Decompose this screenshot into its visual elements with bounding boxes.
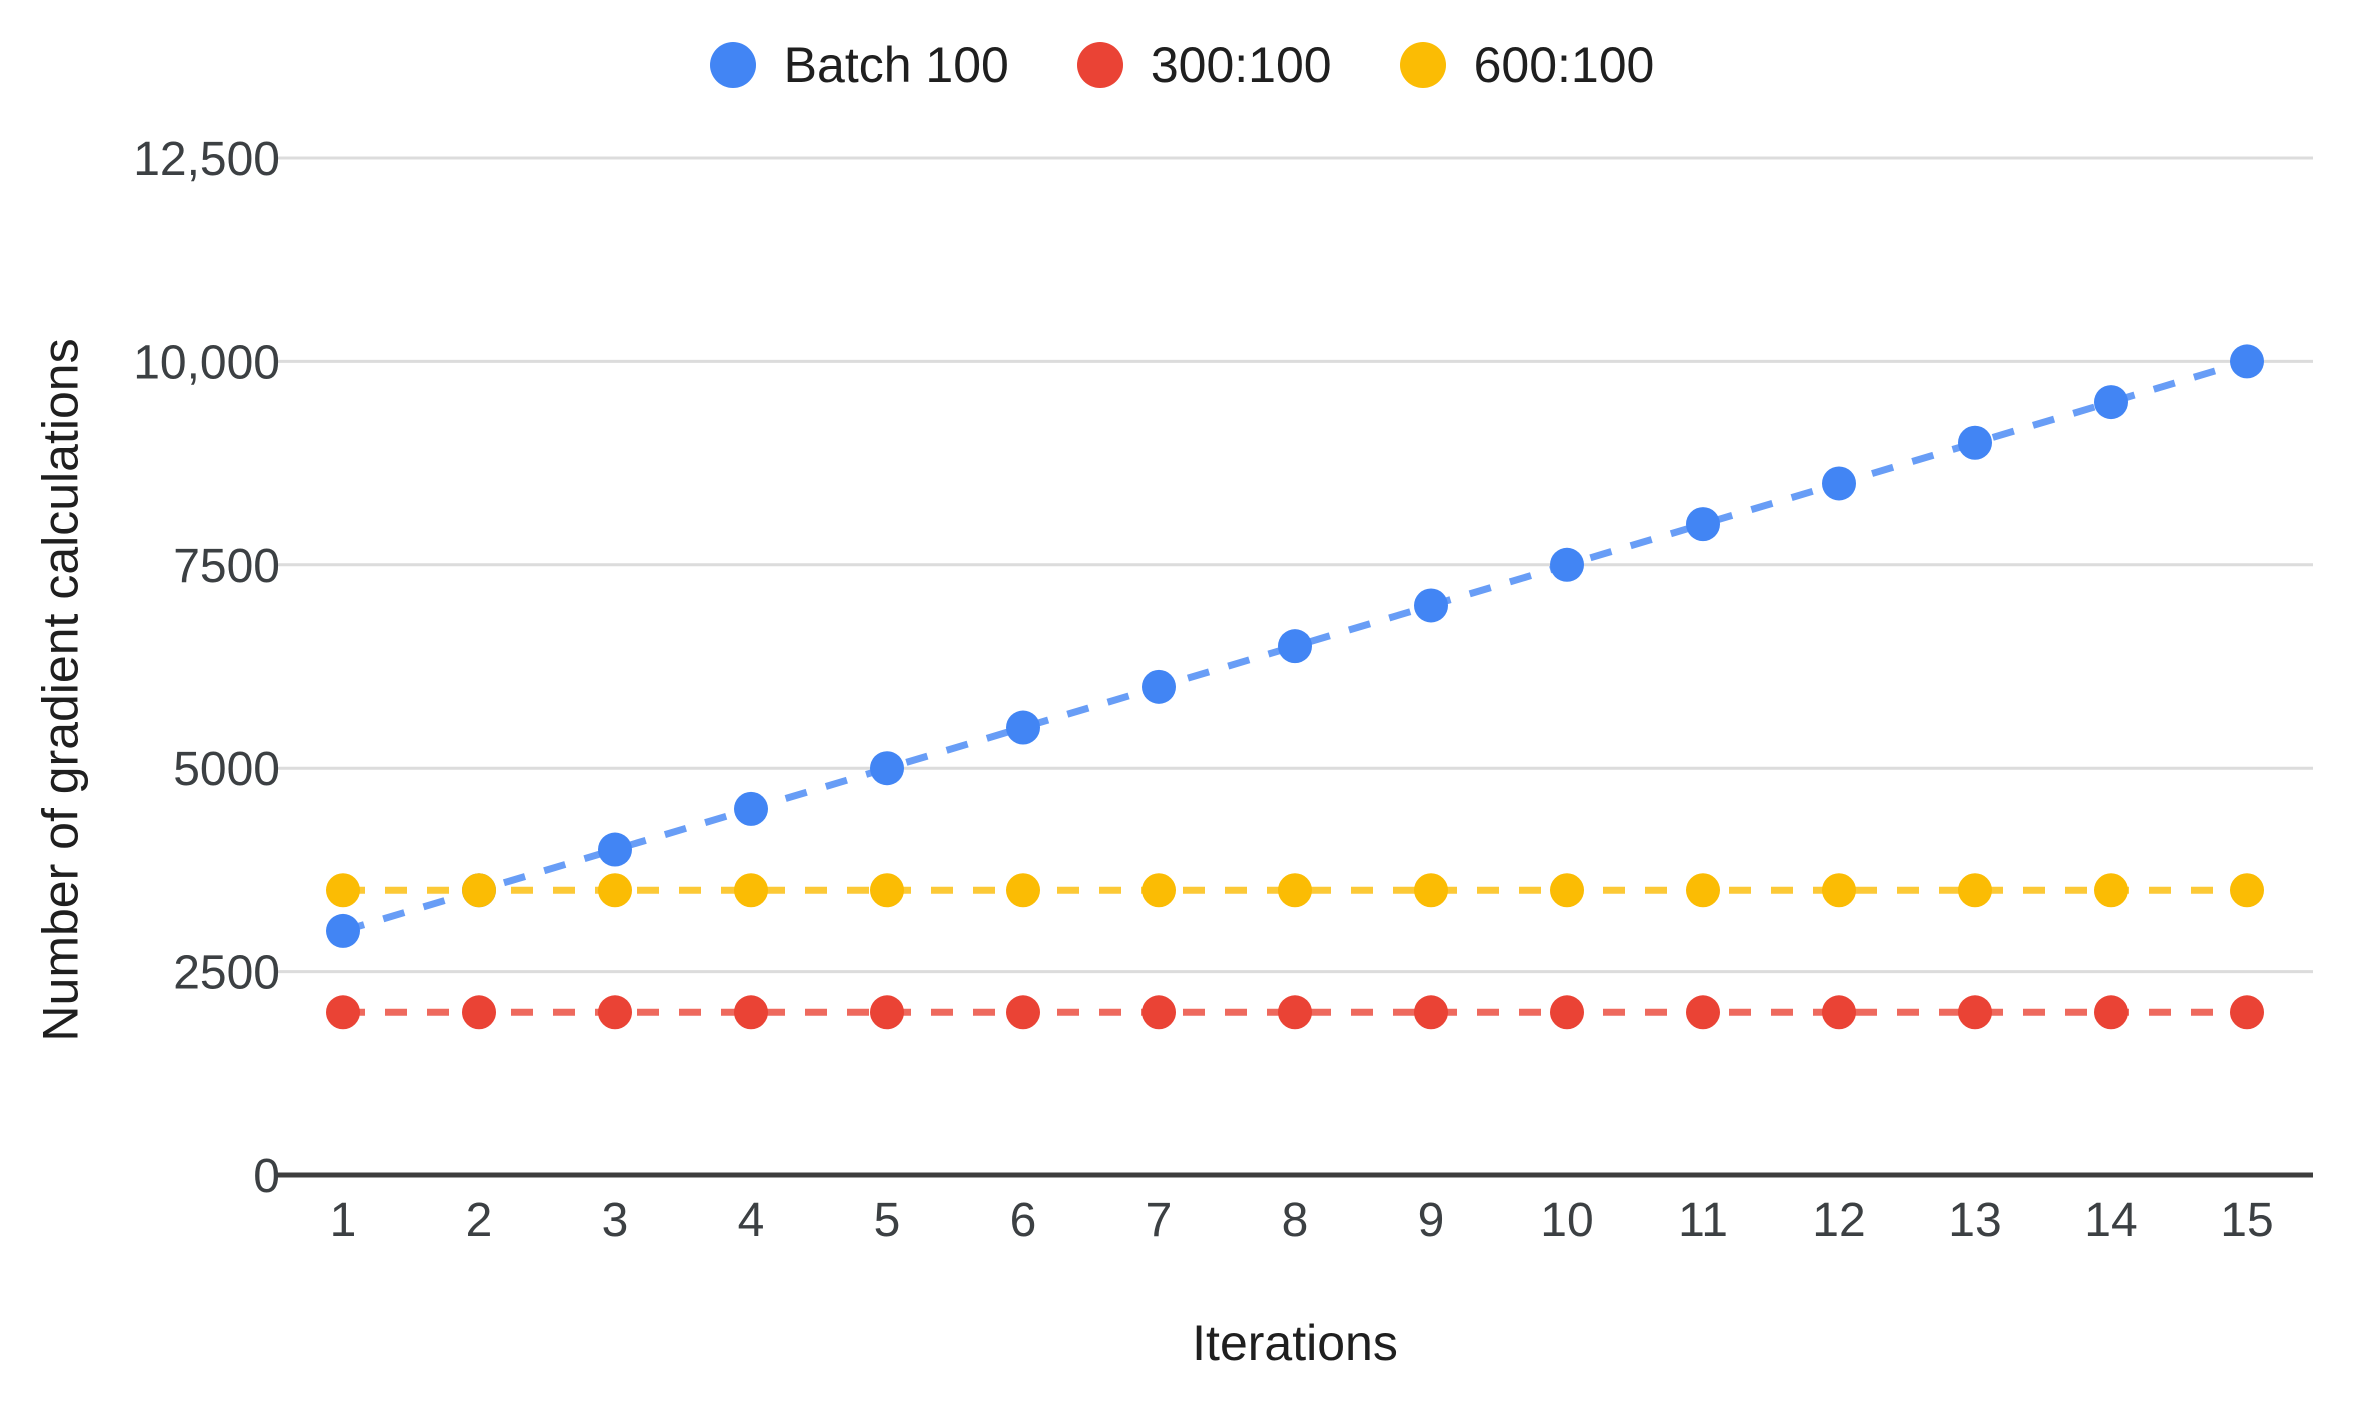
y-tick-label: 2500 — [173, 947, 280, 1000]
data-point-600-100-15 — [2230, 873, 2264, 908]
data-point-600-100-12 — [1822, 873, 1856, 908]
y-tick-label: 0 — [253, 1150, 280, 1203]
data-point-600-100-8 — [1278, 873, 1312, 908]
legend-item-300-100: 300:100 — [1076, 36, 1332, 94]
data-point-batch-100-8 — [1278, 629, 1312, 664]
series-line-batch-100 — [341, 358, 2249, 935]
legend-marker-icon — [1399, 42, 1446, 88]
x-tick-label: 12 — [1812, 1194, 1865, 1247]
data-point-300-100-8 — [1278, 995, 1312, 1030]
data-point-batch-100-14 — [2094, 385, 2128, 420]
x-tick-label: 14 — [2084, 1194, 2137, 1247]
y-axis-title: Number of gradient calculations — [33, 338, 89, 1041]
data-point-batch-100-1 — [326, 913, 360, 948]
x-tick-label: 4 — [738, 1194, 765, 1247]
data-point-300-100-14 — [2094, 995, 2128, 1030]
data-point-300-100-2 — [462, 995, 496, 1030]
data-point-batch-100-13 — [1958, 425, 1992, 460]
legend-marker-icon — [1076, 42, 1123, 88]
x-tick-label: 7 — [1146, 1194, 1173, 1247]
data-point-batch-100-5 — [870, 751, 904, 786]
x-tick-label: 1 — [330, 1194, 357, 1247]
legend-label: Batch 100 — [783, 37, 1009, 93]
data-point-batch-100-6 — [1006, 710, 1040, 745]
x-tick-label: 2 — [466, 1194, 493, 1247]
data-point-300-100-11 — [1686, 995, 1720, 1030]
data-point-300-100-5 — [870, 995, 904, 1030]
x-axis-title: Iterations — [1192, 1315, 1398, 1371]
data-point-600-100-4 — [734, 873, 768, 908]
data-point-batch-100-7 — [1142, 669, 1176, 704]
x-tick-label: 10 — [1540, 1194, 1593, 1247]
x-tick-label: 3 — [602, 1194, 629, 1247]
x-tick-label: 13 — [1948, 1194, 2001, 1247]
x-tick-label: 11 — [1678, 1194, 1728, 1247]
y-tick-label: 12,500 — [133, 133, 280, 186]
data-point-300-100-12 — [1822, 995, 1856, 1030]
y-tick-label: 7500 — [173, 540, 280, 593]
data-point-batch-100-4 — [734, 791, 768, 826]
x-tick-label: 15 — [2220, 1194, 2273, 1247]
data-point-600-100-14 — [2094, 873, 2128, 908]
y-tick-label: 5000 — [173, 743, 280, 796]
chart-legend: Batch 100 300:100 600:100 — [0, 36, 2364, 94]
data-point-300-100-15 — [2230, 995, 2264, 1030]
data-point-600-100-13 — [1958, 873, 1992, 908]
data-point-600-100-7 — [1142, 873, 1176, 908]
legend-item-batch-100: Batch 100 — [709, 36, 1009, 94]
data-point-600-100-10 — [1550, 873, 1584, 908]
data-point-batch-100-3 — [598, 832, 632, 867]
data-point-300-100-4 — [734, 995, 768, 1030]
data-point-600-100-2 — [462, 873, 496, 908]
data-point-600-100-1 — [326, 873, 360, 908]
data-point-300-100-7 — [1142, 995, 1176, 1030]
legend-item-600-100: 600:100 — [1399, 36, 1655, 94]
data-point-600-100-9 — [1414, 873, 1448, 908]
data-point-batch-100-9 — [1414, 588, 1448, 623]
data-point-batch-100-15 — [2230, 344, 2264, 379]
data-point-300-100-3 — [598, 995, 632, 1030]
data-point-600-100-11 — [1686, 873, 1720, 908]
legend-label: 600:100 — [1473, 37, 1655, 93]
x-tick-label: 5 — [874, 1194, 901, 1247]
data-point-600-100-5 — [870, 873, 904, 908]
y-tick-label: 10,000 — [133, 336, 280, 389]
data-point-300-100-1 — [326, 995, 360, 1030]
data-point-300-100-13 — [1958, 995, 1992, 1030]
data-point-600-100-3 — [598, 873, 632, 908]
data-point-300-100-9 — [1414, 995, 1448, 1030]
x-tick-label: 6 — [1010, 1194, 1037, 1247]
x-tick-label: 8 — [1282, 1194, 1309, 1247]
legend-label: 300:100 — [1150, 37, 1332, 93]
legend-marker-icon — [709, 42, 756, 88]
data-point-300-100-6 — [1006, 995, 1040, 1030]
data-point-batch-100-10 — [1550, 547, 1584, 582]
data-point-batch-100-12 — [1822, 466, 1856, 501]
data-point-batch-100-11 — [1686, 507, 1720, 542]
data-point-300-100-10 — [1550, 995, 1584, 1030]
data-point-600-100-6 — [1006, 873, 1040, 908]
x-tick-label: 9 — [1418, 1194, 1445, 1247]
